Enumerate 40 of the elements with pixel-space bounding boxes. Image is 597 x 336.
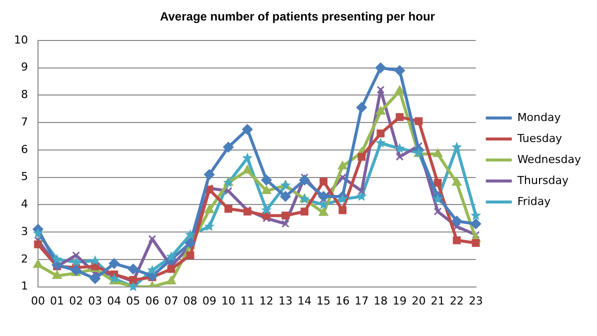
y-tick-label: 7 <box>20 115 28 128</box>
legend-label: Wednesday <box>517 152 582 166</box>
y-tick-label: 3 <box>20 224 28 238</box>
y-tick-label: 9 <box>20 60 28 74</box>
x-tick-label: 04 <box>107 294 122 308</box>
legend-label: Tuesday <box>516 132 563 145</box>
y-tick-label: 4 <box>20 198 28 211</box>
x-tick-label: 19 <box>392 294 407 308</box>
y-tick-label: 1 <box>20 280 28 293</box>
legend-label: Thursday <box>516 174 569 187</box>
x-tick-label: 08 <box>183 294 198 308</box>
x-tick-label: 10 <box>221 294 236 308</box>
x-tick-label: 22 <box>450 294 464 308</box>
x-tick-label: 03 <box>88 294 102 308</box>
y-tick-label: 10 <box>14 33 28 46</box>
x-tick-label: 01 <box>50 294 64 308</box>
x-tick-label: 07 <box>164 294 178 308</box>
legend-label: Monday <box>517 110 562 124</box>
x-tick-label: 00 <box>30 294 45 308</box>
chart-title: Average number of patients presenting per hour <box>160 10 436 24</box>
x-tick-label: 12 <box>259 294 274 308</box>
y-tick-label: 6 <box>20 142 28 156</box>
x-tick-label: 20 <box>412 294 426 308</box>
x-tick-label: 11 <box>240 294 254 308</box>
x-tick-label: 02 <box>69 294 84 308</box>
x-tick-label: 15 <box>316 294 331 308</box>
x-tick-label: 14 <box>297 294 312 308</box>
legend-label: Friday <box>517 194 552 208</box>
x-tick-label: 05 <box>126 294 140 308</box>
x-tick-label: 13 <box>278 294 292 308</box>
y-tick-label: 8 <box>20 88 28 102</box>
x-tick-label: 06 <box>145 294 160 308</box>
x-tick-label: 18 <box>374 294 388 308</box>
x-tick-label: 23 <box>468 294 483 308</box>
y-tick-label: 2 <box>20 252 28 266</box>
x-tick-label: 16 <box>336 294 350 308</box>
y-tick-label: 5 <box>20 170 28 184</box>
x-tick-label: 09 <box>202 294 216 308</box>
x-tick-label: 17 <box>354 294 369 308</box>
x-tick-label: 21 <box>430 294 445 308</box>
